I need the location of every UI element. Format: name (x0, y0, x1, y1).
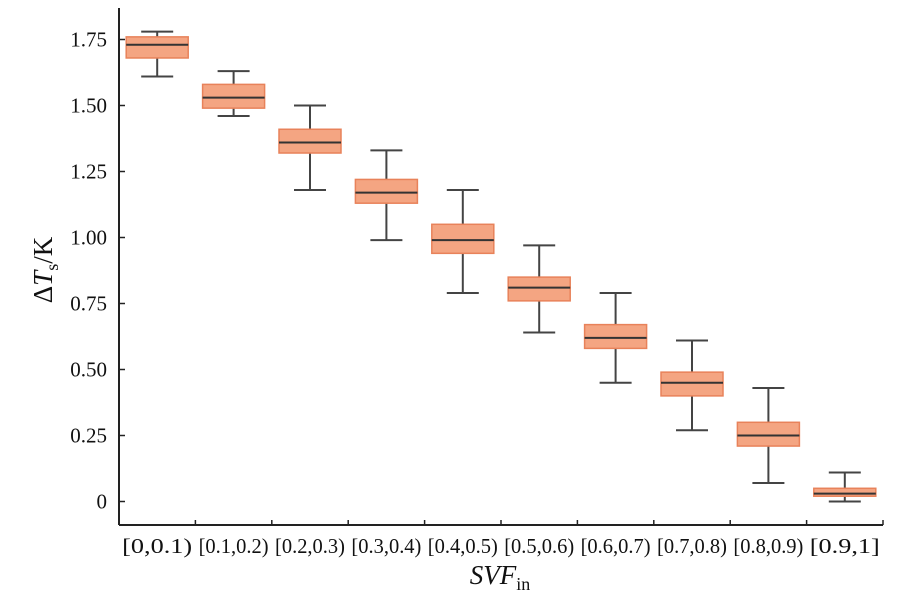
x-tick-label: [0.3,0.4) (351, 534, 421, 558)
box-iqr (431, 223, 495, 255)
y-tick-label: 1.75 (70, 28, 107, 52)
y-axis-title-var: T (28, 269, 58, 286)
x-tick-label: [0.2,0.3) (275, 534, 345, 558)
box-group (813, 471, 877, 503)
y-axis-title-sub: s (42, 264, 62, 271)
axes (118, 8, 884, 526)
box-group (431, 188, 495, 294)
x-axis-title-sub: in (516, 574, 530, 591)
box-series (125, 30, 877, 503)
box-iqr (201, 83, 266, 109)
y-tick-label: 0 (97, 490, 108, 514)
y-tick-label: 1.00 (70, 226, 107, 250)
box-group (660, 339, 724, 432)
x-axis-title-main: SVF (470, 560, 517, 590)
x-tick-label: [0.1,0.2) (199, 534, 269, 558)
x-tick-label: [0.4,0.5) (428, 534, 498, 558)
y-axis-title: ΔTs/K (28, 236, 62, 303)
y-axis-title-delta: Δ (28, 286, 58, 303)
box-group (278, 104, 342, 191)
box-iqr (278, 128, 342, 154)
y-tick-label: 1.50 (70, 94, 107, 118)
y-axis-title-unit: /K (28, 236, 58, 264)
x-tick-label: [0.5,0.6) (504, 534, 574, 558)
box-group (354, 149, 419, 242)
x-tick-label: [0.9,1] (810, 534, 880, 558)
box-group (583, 291, 648, 384)
y-tick-labels: 0 0.25 0.50 0.75 1.00 1.25 1.50 1.75 (70, 28, 107, 514)
box-iqr (736, 421, 801, 447)
box-iqr (507, 276, 571, 302)
x-tick-label: [0.8,0.9) (733, 534, 803, 558)
y-tick-label: 0.75 (70, 292, 107, 316)
box-iqr (125, 36, 189, 59)
box-group (201, 70, 266, 118)
box-group (507, 244, 571, 334)
box-iqr (583, 323, 648, 350)
y-tick-label: 0.25 (70, 424, 107, 448)
x-tick-label: [0.7,0.8) (657, 534, 727, 558)
box-group (125, 30, 189, 78)
y-tick-label: 1.25 (70, 160, 107, 184)
box-iqr (813, 487, 877, 497)
box-iqr (660, 371, 724, 397)
box-group (736, 386, 801, 485)
x-tick-label: [0,0.1) (122, 534, 192, 558)
box-iqr (354, 178, 419, 204)
x-axis-title: SVFin (470, 560, 531, 591)
x-tick-labels: [0,0.1) [0.1,0.2) [0.2,0.3) [0.3,0.4) [0.4,0… (122, 534, 880, 558)
x-tick-label: [0.6,0.7) (581, 534, 651, 558)
y-tick-label: 0.50 (70, 358, 107, 382)
